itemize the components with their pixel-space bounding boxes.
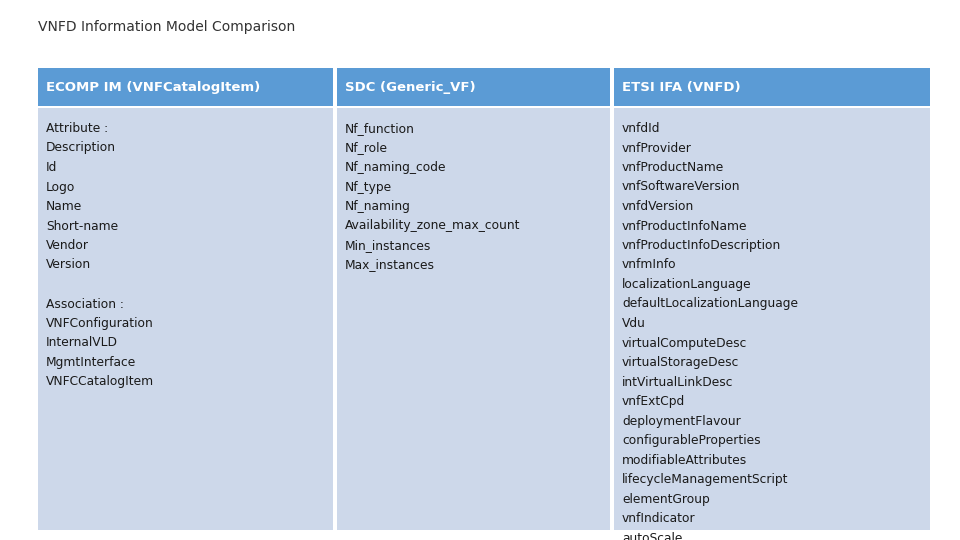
Text: Nf_function: Nf_function — [345, 122, 415, 135]
Bar — [38, 108, 333, 530]
Text: defaultLocalizationLanguage: defaultLocalizationLanguage — [622, 298, 798, 310]
Text: vnfIndicator: vnfIndicator — [622, 512, 696, 525]
Text: vnfdVersion: vnfdVersion — [622, 200, 694, 213]
Text: Availability_zone_max_count: Availability_zone_max_count — [345, 219, 520, 233]
Text: intVirtualLinkDesc: intVirtualLinkDesc — [622, 375, 733, 388]
Text: modifiableAttributes: modifiableAttributes — [622, 454, 747, 467]
Text: vnfSoftwareVersion: vnfSoftwareVersion — [622, 180, 740, 193]
Text: Vdu: Vdu — [622, 317, 646, 330]
Bar — [337, 68, 610, 106]
Text: InternalVLD: InternalVLD — [46, 336, 118, 349]
Text: Description: Description — [46, 141, 116, 154]
Text: VNFCCatalogItem: VNFCCatalogItem — [46, 375, 155, 388]
Text: VNFD Information Model Comparison: VNFD Information Model Comparison — [38, 20, 296, 34]
Text: vnfdId: vnfdId — [622, 122, 660, 135]
Text: Attribute :: Attribute : — [46, 122, 108, 135]
Bar — [337, 108, 610, 530]
Text: Logo: Logo — [46, 180, 76, 193]
Text: Short-name: Short-name — [46, 219, 118, 233]
Text: vnfProductInfoDescription: vnfProductInfoDescription — [622, 239, 781, 252]
Text: virtualComputeDesc: virtualComputeDesc — [622, 336, 748, 349]
Text: vnfProductName: vnfProductName — [622, 161, 724, 174]
Text: elementGroup: elementGroup — [622, 492, 709, 505]
Text: Id: Id — [46, 161, 58, 174]
Text: Nf_naming_code: Nf_naming_code — [345, 161, 446, 174]
Text: Max_instances: Max_instances — [345, 259, 435, 272]
Text: Nf_naming: Nf_naming — [345, 200, 411, 213]
Text: SDC (Generic_VF): SDC (Generic_VF) — [345, 80, 475, 93]
Text: ECOMP IM (VNFCatalogItem): ECOMP IM (VNFCatalogItem) — [46, 80, 260, 93]
Text: vnfProductInfoName: vnfProductInfoName — [622, 219, 748, 233]
Text: VNFConfiguration: VNFConfiguration — [46, 317, 154, 330]
Text: virtualStorageDesc: virtualStorageDesc — [622, 356, 739, 369]
Text: ETSI IFA (VNFD): ETSI IFA (VNFD) — [622, 80, 740, 93]
Text: Vendor: Vendor — [46, 239, 89, 252]
Text: Name: Name — [46, 200, 83, 213]
Text: lifecycleManagementScript: lifecycleManagementScript — [622, 473, 788, 486]
Text: Nf_role: Nf_role — [345, 141, 388, 154]
Text: Association :: Association : — [46, 298, 124, 310]
Text: localizationLanguage: localizationLanguage — [622, 278, 752, 291]
Text: MgmtInterface: MgmtInterface — [46, 356, 136, 369]
Text: Nf_type: Nf_type — [345, 180, 392, 193]
Text: configurableProperties: configurableProperties — [622, 434, 760, 447]
Text: vnfProvider: vnfProvider — [622, 141, 692, 154]
Text: autoScale: autoScale — [622, 531, 683, 540]
Text: Min_instances: Min_instances — [345, 239, 431, 252]
Text: Version: Version — [46, 259, 91, 272]
Bar — [614, 68, 930, 106]
Bar — [614, 108, 930, 530]
Bar — [38, 68, 333, 106]
Text: vnfExtCpd: vnfExtCpd — [622, 395, 685, 408]
Text: deploymentFlavour: deploymentFlavour — [622, 415, 741, 428]
Text: vnfmInfo: vnfmInfo — [622, 259, 677, 272]
